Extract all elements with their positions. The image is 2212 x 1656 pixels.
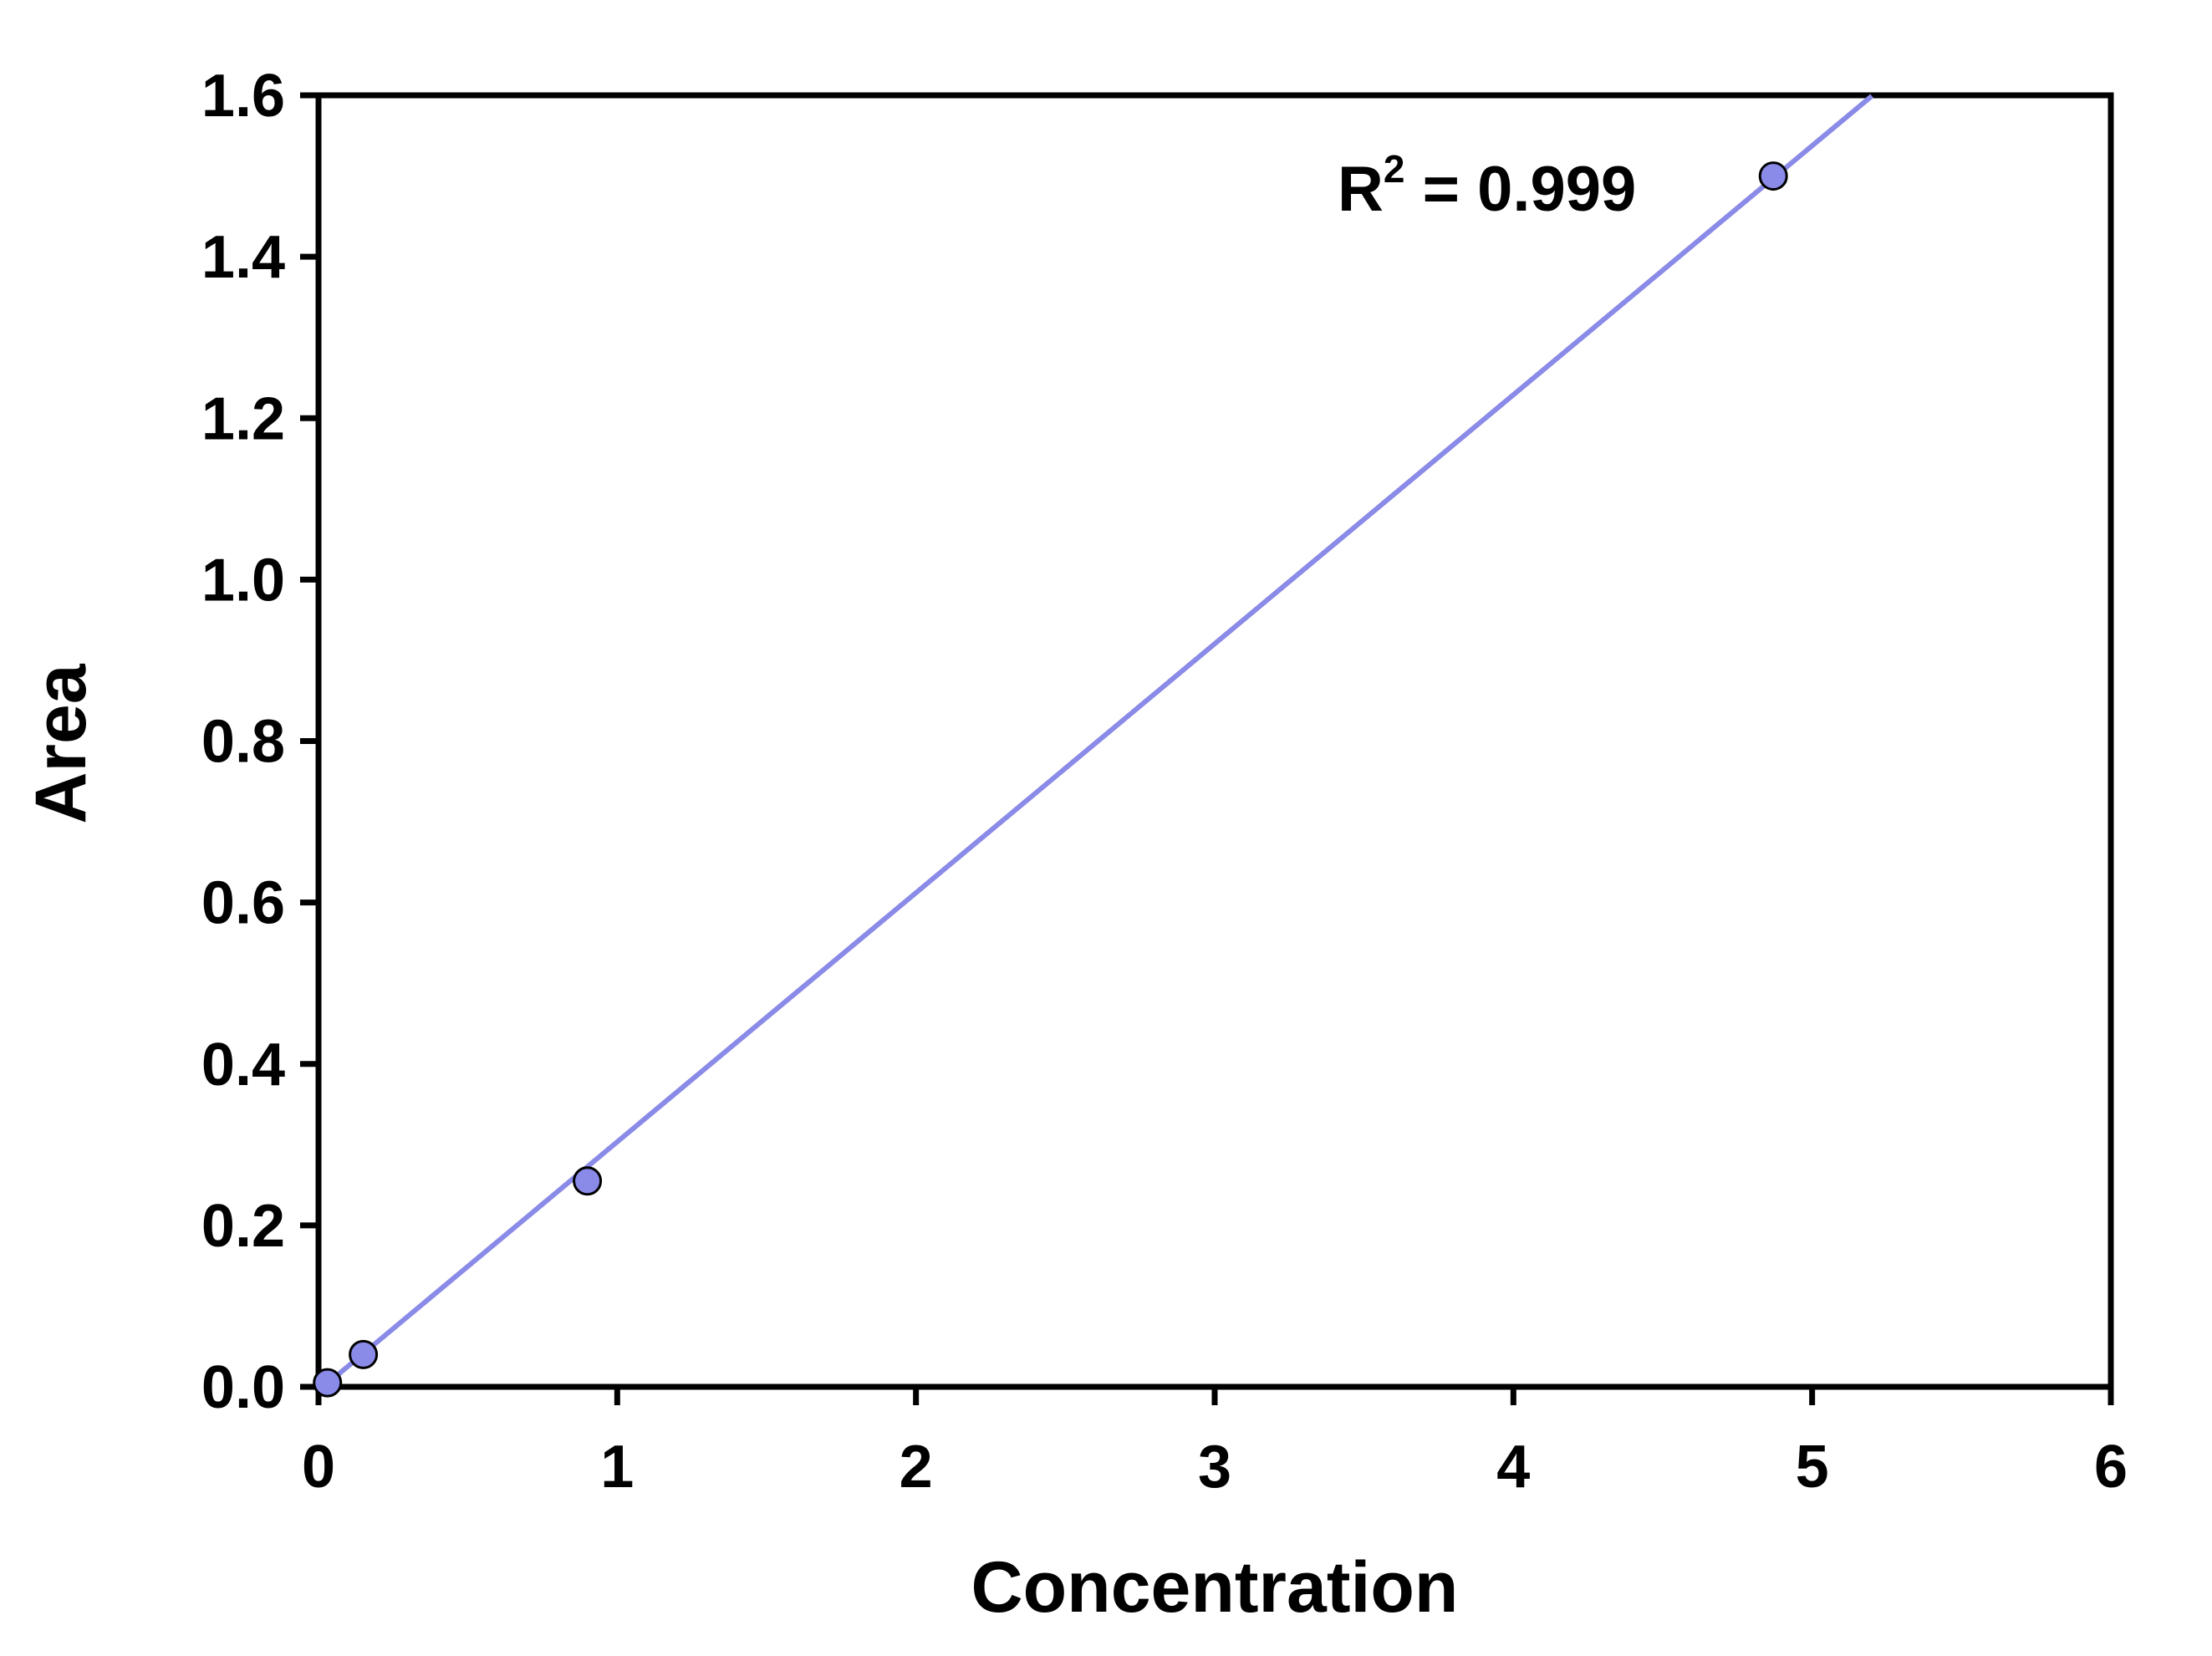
data-points: [313, 161, 1788, 1398]
y-axis-ticks: 0.0 0.2 0.4 0.6 0.8 1.0 1.2 1.4 1.6: [201, 63, 319, 1421]
x-tick-label: 4: [1496, 1434, 1530, 1501]
y-tick-label: 1.0: [201, 547, 285, 614]
x-axis-ticks: 0 1 2 3 4 5 6: [302, 1387, 2128, 1501]
trendline-group: [325, 94, 1874, 1386]
x-tick-label: 3: [1198, 1434, 1231, 1501]
y-tick-label: 0.8: [201, 709, 285, 776]
y-tick-label: 1.4: [201, 224, 285, 291]
y-tick-label: 1.2: [201, 385, 285, 452]
trendline: [325, 94, 1874, 1386]
y-tick-label: 0.0: [201, 1354, 285, 1421]
r-squared-superscript: 2: [1384, 147, 1405, 191]
x-tick-label: 6: [2094, 1434, 2128, 1501]
r-squared-value: = 0.999: [1404, 154, 1636, 225]
y-tick-label: 0.6: [201, 870, 285, 937]
y-axis-title: Area: [21, 663, 101, 823]
x-axis-title: Concentration: [971, 1547, 1459, 1628]
x-tick-label: 5: [1796, 1434, 1829, 1501]
y-tick-label: 1.6: [201, 63, 285, 130]
data-point: [349, 1339, 379, 1369]
x-tick-label: 2: [900, 1434, 933, 1501]
x-tick-label: 0: [302, 1434, 335, 1501]
data-point: [313, 1368, 343, 1398]
y-tick-label: 0.4: [201, 1032, 285, 1098]
y-tick-label: 0.2: [201, 1193, 285, 1260]
r-squared-r: R: [1338, 154, 1384, 225]
r-squared-annotation: R2 = 0.999: [1338, 147, 1636, 225]
data-point: [1758, 161, 1788, 191]
data-point: [573, 1166, 603, 1196]
x-tick-label: 1: [600, 1434, 634, 1501]
